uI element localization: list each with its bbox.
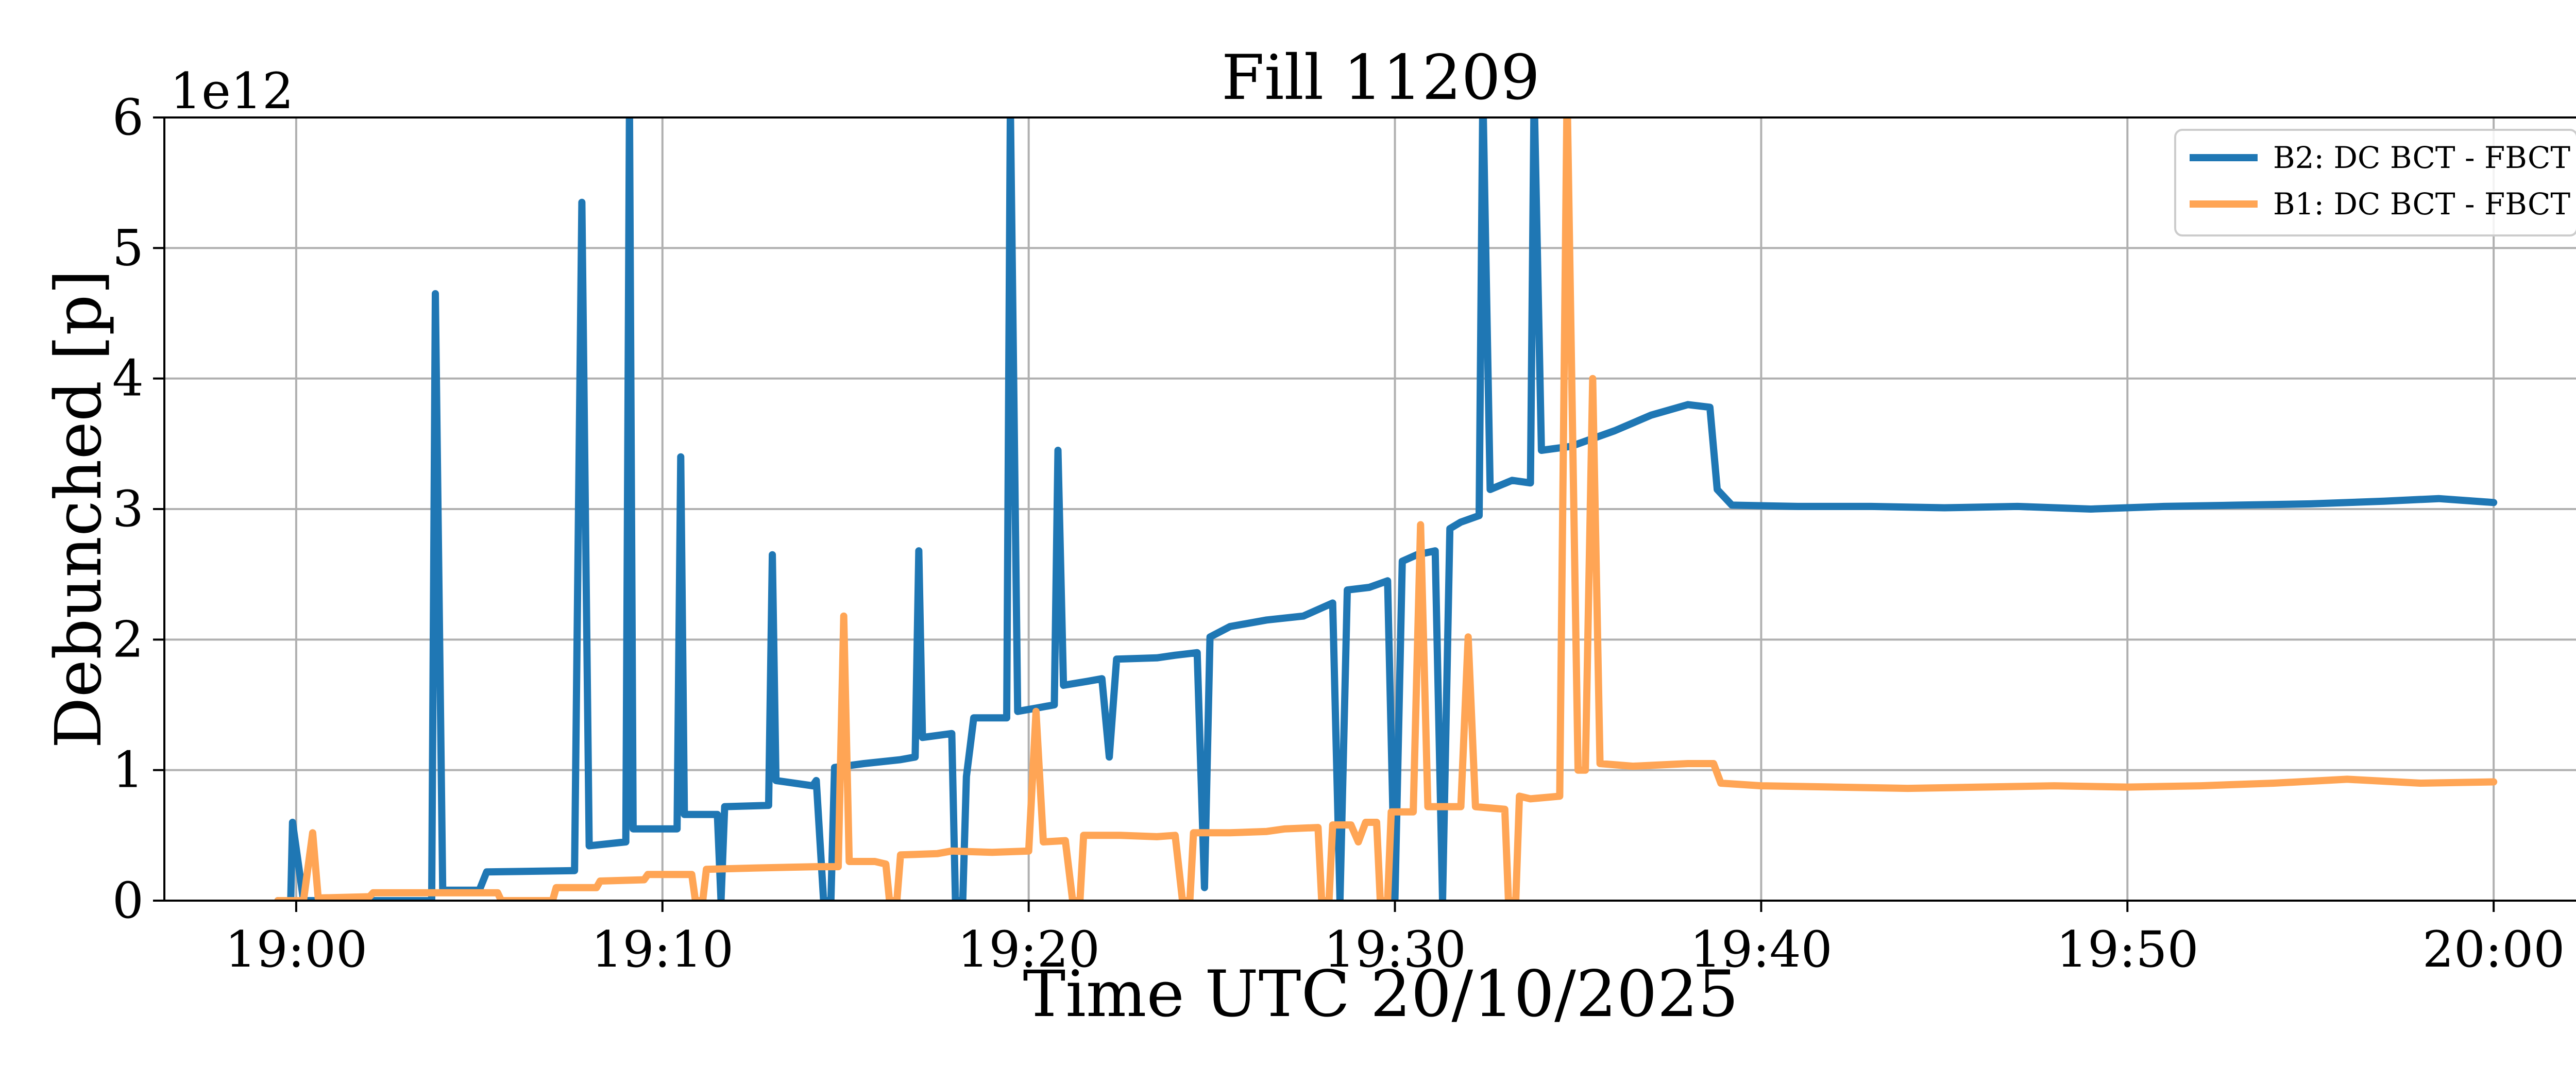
y-tick-label: 5 <box>112 219 144 277</box>
y-tick-label: 4 <box>112 350 144 408</box>
y-tick-label: 1 <box>112 741 144 799</box>
x-tick-label: 19:50 <box>2056 921 2199 978</box>
y-tick-label: 0 <box>112 872 144 929</box>
legend-label-b2: B2: DC BCT - FBCT <box>2273 140 2570 175</box>
y-axis-label: Debunched [p] <box>42 269 116 749</box>
legend-frame <box>2174 129 2576 236</box>
series-line-b2 <box>274 117 2498 901</box>
x-axis: 19:00 19:10 19:20 19:30 19:40 19:50 20:00 <box>225 901 2565 978</box>
x-tick-label: 19:30 <box>1324 921 1466 978</box>
x-tick-label: 19:10 <box>591 921 734 978</box>
x-axis-label: Time UTC 20/10/2025 <box>1023 957 1739 1032</box>
y-tick-label: 2 <box>112 611 144 668</box>
x-tick-label: 19:20 <box>957 921 1100 978</box>
legend-label-b1: B1: DC BCT - FBCT <box>2273 187 2570 222</box>
series-layer <box>274 117 2498 901</box>
y-tick-label: 6 <box>112 89 144 146</box>
y-tick-label: 3 <box>112 480 144 538</box>
x-tick-label: 20:00 <box>2422 921 2565 978</box>
x-tick-label: 19:00 <box>225 921 368 978</box>
y-axis-offset-label: 1e12 <box>170 62 294 120</box>
series-line-b1 <box>274 117 2498 901</box>
y-axis: 0 1 2 3 4 5 6 <box>112 89 164 929</box>
x-tick-label: 19:40 <box>1690 921 1833 978</box>
legend: B2: DC BCT - FBCT B1: DC BCT - FBCT <box>2174 129 2576 236</box>
chart-title: Fill 11209 <box>1222 42 1540 114</box>
